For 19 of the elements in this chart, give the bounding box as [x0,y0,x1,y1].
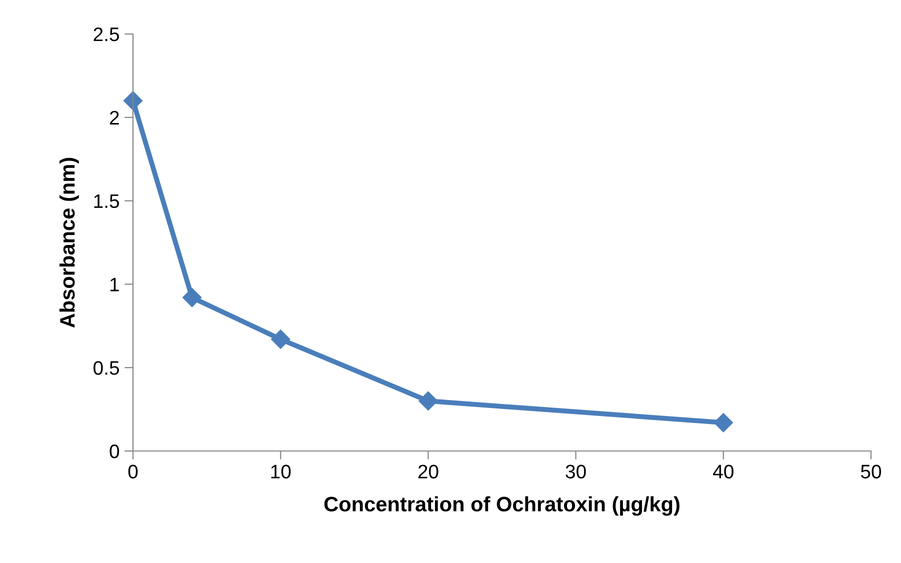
y-tick-label: 1 [110,278,119,292]
y-tick-label: 0 [110,444,120,458]
point [418,391,438,410]
x-tick-label: 30 [566,464,586,478]
x-tick-label: 20 [418,464,438,478]
y-tick-label: 2 [110,110,119,124]
point [182,288,202,308]
x-tick-label: 40 [713,464,734,478]
point [714,413,733,432]
y-tick-label: 1.5 [94,194,119,208]
y-tick-label: 0.5 [94,361,119,375]
point [271,330,290,349]
y-tick-label: 2.5 [94,27,119,42]
y-axis-title: Absorbance (nm) [59,158,79,328]
point [123,91,143,110]
x-axis-title: Concentration of Ochratoxin (µg/kg) [324,496,680,516]
x-tick-label: 10 [271,464,291,478]
x-tick-label: 50 [860,464,882,478]
x-tick-label: 0 [128,464,138,478]
